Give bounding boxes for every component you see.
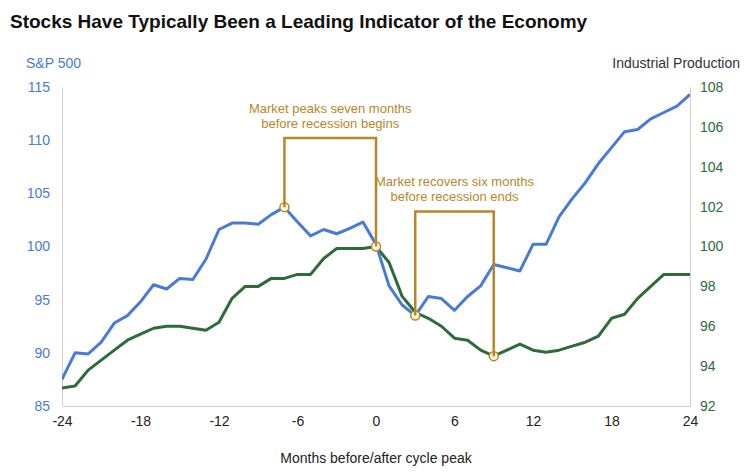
x-axis-tick: -18 xyxy=(131,406,151,429)
y2-axis-tick-label: 104 xyxy=(700,159,724,175)
title: Stocks Have Typically Been a Leading Ind… xyxy=(10,11,588,32)
y2-axis-tick: 102 xyxy=(690,199,724,215)
x-axis-title: Months before/after cycle peak xyxy=(280,450,472,466)
x-axis-tick-label: -6 xyxy=(292,413,305,429)
y2-axis-tick-label: 94 xyxy=(700,358,716,374)
annotations: Market peaks seven monthsbefore recessio… xyxy=(249,101,535,356)
x-axis-tick-label: 24 xyxy=(683,413,699,429)
y-axis-tick-label: 110 xyxy=(28,132,51,148)
y2-axis-tick-label: 96 xyxy=(700,318,716,334)
y-axis-tick: 100 xyxy=(27,238,62,254)
x-axis-tick-label: -24 xyxy=(52,413,72,429)
plot-area xyxy=(62,94,690,388)
y-axis-tick-label: 90 xyxy=(34,345,50,361)
y2-axis-tick: 96 xyxy=(690,318,716,334)
x-axis: -24 -18 -12 -6 0 6 12 18 24 xyxy=(52,406,698,429)
y-axis-tick: 105 xyxy=(27,185,62,201)
y2-axis-tick: 94 xyxy=(690,358,716,374)
x-axis-tick: -12 xyxy=(209,406,229,429)
y2-axis-tick: 98 xyxy=(690,278,716,294)
y2-axis: 92 94 96 98 100 102 104 106 108 xyxy=(690,79,724,414)
y2-axis-tick-label: 102 xyxy=(700,199,724,215)
y2-axis-tick: 92 xyxy=(690,398,716,414)
annotation-text: before recession begins xyxy=(261,116,400,131)
y-axis-tick-label: 85 xyxy=(34,398,50,414)
x-axis-tick: 0 xyxy=(373,406,381,429)
y2-axis-tick-label: 98 xyxy=(700,278,716,294)
line-series xyxy=(62,247,690,389)
y2-axis-tick: 100 xyxy=(690,238,724,254)
x-axis-tick-label: -18 xyxy=(131,413,151,429)
x-axis-tick: -6 xyxy=(292,406,305,429)
y-axis-tick-label: 100 xyxy=(27,238,51,254)
y-axis-line xyxy=(62,88,63,407)
chart: Stocks Have Typically Been a Leading Ind… xyxy=(0,0,750,473)
y2-axis-line xyxy=(690,88,691,407)
x-axis-tick-label: -12 xyxy=(209,413,229,429)
y-axis-tick: 95 xyxy=(34,292,62,308)
y-axis-tick-label: 105 xyxy=(27,185,51,201)
x-axis-tick-label: 0 xyxy=(373,413,381,429)
y-axis-tick: 115 xyxy=(28,79,62,95)
x-axis-tick: -24 xyxy=(52,406,72,429)
annotation-text: before recession ends xyxy=(391,189,519,204)
annotation-bracket xyxy=(284,138,376,246)
y2-axis-tick: 108 xyxy=(690,79,724,95)
line-series xyxy=(62,94,690,379)
y-axis: 85 90 95 100 105 110 115 xyxy=(27,79,63,414)
y-axis-tick: 85 xyxy=(34,398,62,414)
annotation-bracket xyxy=(415,211,494,356)
y2-axis-tick-label: 108 xyxy=(700,79,724,95)
y2-axis-tick: 104 xyxy=(690,159,724,175)
y-axis-title: S&P 500 xyxy=(26,55,81,71)
x-axis-tick: 6 xyxy=(451,406,459,429)
y-axis-tick: 90 xyxy=(34,345,62,361)
y2-axis-tick-label: 100 xyxy=(700,238,724,254)
annotation-text: Market peaks seven months xyxy=(249,101,412,116)
y-axis-tick: 110 xyxy=(28,132,62,148)
y2-axis-tick-label: 92 xyxy=(700,398,716,414)
y-axis-tick-label: 95 xyxy=(34,292,50,308)
x-axis-tick-label: 6 xyxy=(451,413,459,429)
x-axis-tick: 18 xyxy=(604,406,620,429)
y2-axis-tick: 106 xyxy=(690,119,724,135)
x-axis-tick: 24 xyxy=(683,406,699,429)
x-axis-line xyxy=(63,406,691,407)
annotation-text: Market recovers six months xyxy=(375,174,534,189)
x-axis-tick: 12 xyxy=(526,406,542,429)
y2-axis-tick-label: 106 xyxy=(700,119,724,135)
y-axis-tick-label: 115 xyxy=(28,79,51,95)
y2-axis-title: Industrial Production xyxy=(612,55,740,71)
x-axis-tick-label: 12 xyxy=(526,413,542,429)
x-axis-tick-label: 18 xyxy=(604,413,620,429)
